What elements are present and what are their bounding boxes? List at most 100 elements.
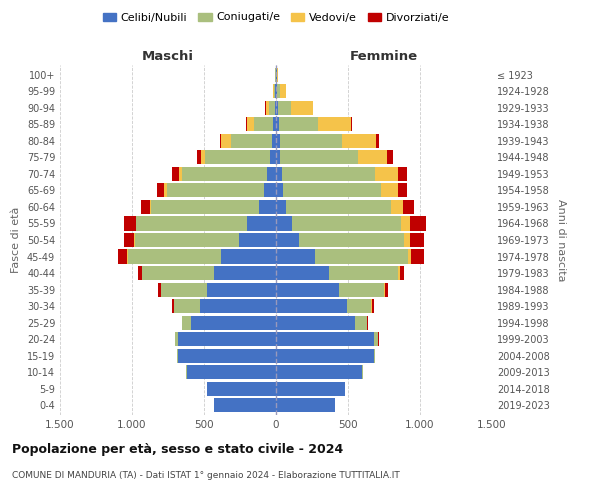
Bar bbox=[136, 216, 247, 230]
Bar bbox=[174, 299, 200, 313]
Bar bbox=[276, 398, 335, 412]
Bar bbox=[276, 68, 277, 82]
Bar bbox=[401, 216, 410, 230]
Bar bbox=[158, 282, 161, 296]
Bar bbox=[279, 118, 318, 132]
Bar bbox=[276, 184, 283, 198]
Y-axis label: Anni di nascita: Anni di nascita bbox=[556, 198, 566, 281]
Legend: Celibi/Nubili, Coniugati/e, Vedovi/e, Divorziati/e: Celibi/Nubili, Coniugati/e, Vedovi/e, Di… bbox=[98, 8, 454, 27]
Bar bbox=[286, 200, 391, 214]
Bar bbox=[398, 266, 400, 280]
Bar bbox=[269, 101, 275, 115]
Bar bbox=[172, 299, 174, 313]
Bar bbox=[276, 348, 374, 362]
Bar bbox=[221, 250, 276, 264]
Text: Maschi: Maschi bbox=[142, 50, 194, 64]
Bar bbox=[259, 200, 276, 214]
Bar bbox=[214, 266, 276, 280]
Bar bbox=[272, 134, 276, 148]
Bar bbox=[207, 382, 276, 396]
Bar bbox=[292, 216, 401, 230]
Bar bbox=[276, 316, 355, 330]
Bar bbox=[265, 101, 266, 115]
Bar bbox=[291, 101, 313, 115]
Bar bbox=[167, 184, 265, 198]
Bar bbox=[138, 266, 142, 280]
Bar bbox=[142, 266, 214, 280]
Bar bbox=[276, 167, 282, 181]
Bar bbox=[266, 167, 276, 181]
Text: COMUNE DI MANDURIA (TA) - Dati ISTAT 1° gennaio 2024 - Elaborazione TUTTITALIA.I: COMUNE DI MANDURIA (TA) - Dati ISTAT 1° … bbox=[12, 471, 400, 480]
Bar bbox=[275, 84, 276, 98]
Bar bbox=[282, 167, 376, 181]
Bar bbox=[381, 184, 398, 198]
Bar bbox=[347, 299, 371, 313]
Bar bbox=[128, 250, 221, 264]
Bar bbox=[372, 299, 374, 313]
Bar bbox=[367, 316, 368, 330]
Bar bbox=[273, 118, 276, 132]
Bar bbox=[385, 282, 388, 296]
Bar bbox=[220, 134, 221, 148]
Bar bbox=[315, 250, 409, 264]
Bar bbox=[164, 184, 167, 198]
Bar bbox=[276, 150, 280, 164]
Bar bbox=[276, 233, 299, 247]
Bar bbox=[276, 200, 286, 214]
Bar bbox=[221, 134, 232, 148]
Bar bbox=[404, 233, 410, 247]
Bar bbox=[200, 299, 276, 313]
Bar bbox=[299, 233, 404, 247]
Bar bbox=[276, 299, 347, 313]
Bar bbox=[276, 216, 292, 230]
Bar bbox=[127, 250, 128, 264]
Bar bbox=[266, 101, 269, 115]
Bar bbox=[124, 216, 136, 230]
Bar bbox=[329, 266, 398, 280]
Bar bbox=[283, 184, 381, 198]
Bar bbox=[187, 365, 276, 379]
Bar bbox=[201, 150, 205, 164]
Bar bbox=[376, 167, 398, 181]
Bar bbox=[384, 282, 385, 296]
Bar bbox=[280, 84, 286, 98]
Bar bbox=[178, 332, 276, 346]
Bar bbox=[278, 101, 291, 115]
Bar bbox=[276, 250, 315, 264]
Text: Femmine: Femmine bbox=[350, 50, 418, 64]
Bar bbox=[276, 134, 280, 148]
Bar bbox=[254, 118, 273, 132]
Bar bbox=[172, 167, 179, 181]
Bar bbox=[118, 250, 127, 264]
Bar bbox=[400, 266, 404, 280]
Bar bbox=[191, 316, 276, 330]
Bar bbox=[135, 233, 239, 247]
Bar bbox=[387, 150, 392, 164]
Bar bbox=[403, 200, 414, 214]
Bar bbox=[276, 282, 340, 296]
Bar bbox=[276, 84, 277, 98]
Bar bbox=[276, 382, 345, 396]
Bar bbox=[207, 282, 276, 296]
Text: Popolazione per età, sesso e stato civile - 2024: Popolazione per età, sesso e stato civil… bbox=[12, 442, 343, 456]
Bar bbox=[374, 348, 376, 362]
Bar bbox=[175, 332, 178, 346]
Bar bbox=[276, 118, 279, 132]
Bar bbox=[410, 216, 426, 230]
Bar bbox=[182, 167, 266, 181]
Bar bbox=[398, 184, 407, 198]
Bar bbox=[277, 68, 278, 82]
Bar bbox=[340, 282, 384, 296]
Bar bbox=[351, 118, 352, 132]
Bar bbox=[358, 150, 387, 164]
Bar bbox=[277, 84, 280, 98]
Bar bbox=[412, 250, 424, 264]
Bar bbox=[151, 200, 259, 214]
Bar bbox=[409, 250, 412, 264]
Bar bbox=[182, 316, 191, 330]
Bar bbox=[276, 266, 329, 280]
Bar bbox=[205, 150, 270, 164]
Bar bbox=[157, 184, 164, 198]
Bar bbox=[341, 134, 376, 148]
Bar bbox=[124, 233, 134, 247]
